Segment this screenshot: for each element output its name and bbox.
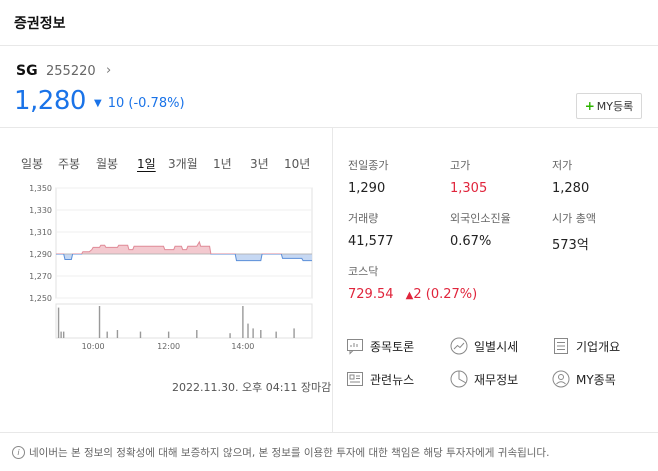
up-triangle-icon: ▲ [405, 290, 414, 301]
link-label: 기업개요 [576, 339, 621, 354]
link-company-overview[interactable]: 기업개요 [552, 335, 620, 357]
tab-weekly-candle[interactable]: 주봉 [58, 157, 81, 171]
stat-value: 573억 [552, 238, 589, 253]
chart-area-down [56, 254, 312, 261]
y-tick-label: 1,270 [29, 272, 52, 281]
disclaimer: i 네이버는 본 정보의 정확성에 대해 보증하지 않으며, 본 정보를 이용한… [12, 445, 549, 460]
stat-value: 0.67% [450, 234, 492, 249]
link-related-news[interactable]: 관련뉴스 [346, 368, 414, 390]
y-tick-label: 1,290 [29, 250, 52, 259]
disclaimer-text: 네이버는 본 정보의 정확성에 대해 보증하지 않으며, 본 정보를 이용한 투… [29, 447, 550, 459]
news-icon [347, 372, 363, 386]
current-price: 1,280 [14, 86, 86, 116]
stat-value: 41,577 [348, 234, 394, 249]
stat-foreign-ratio: 외국인소진율 0.67% [450, 210, 511, 249]
link-label: MY종목 [576, 372, 616, 387]
tab-3month[interactable]: 3개월 [168, 157, 198, 171]
chart-series-line [56, 254, 312, 262]
stat-value: 729.54 ▲2 (0.27%) [348, 287, 477, 302]
my-register-label: MY등록 [596, 100, 634, 113]
stat-value: 1,280 [552, 181, 590, 196]
trend-icon [450, 337, 468, 355]
stat-value: 1,305 [450, 181, 488, 196]
page-title: 증권정보 [14, 16, 66, 32]
tab-10year[interactable]: 10년 [284, 157, 311, 171]
link-discussion[interactable]: 종목토론 [346, 335, 414, 357]
link-daily-price[interactable]: 일별시세 [450, 335, 518, 357]
divider [0, 432, 658, 433]
stat-low: 저가 1,280 [552, 157, 589, 196]
volume-frame [55, 303, 313, 339]
chart-series-line [56, 240, 282, 254]
link-label: 종목토론 [370, 339, 415, 354]
y-tick-label: 1,310 [29, 228, 52, 237]
link-label: 일별시세 [474, 339, 519, 354]
link-my-stocks[interactable]: MY종목 [552, 368, 616, 390]
price-change-value: 10 (-0.78%) [107, 96, 185, 111]
stock-name[interactable]: SG [16, 63, 38, 79]
y-tick-label: 1,350 [29, 184, 52, 193]
stat-label: 코스닥 [348, 265, 379, 278]
chart-frame [55, 187, 313, 299]
stat-label: 전일종가 [348, 159, 389, 172]
stat-market-cap: 시가 총액 573억 [552, 210, 596, 253]
link-label: 관련뉴스 [370, 372, 415, 387]
stat-kosdaq: 코스닥 729.54 ▲2 (0.27%) [348, 263, 477, 302]
kosdaq-change: 2 (0.27%) [413, 287, 478, 302]
plus-icon: + [584, 99, 595, 113]
stat-label: 고가 [450, 159, 471, 172]
kosdaq-index: 729.54 [348, 287, 394, 302]
timestamp: 2022.11.30. 오후 04:11 장마감 [172, 381, 332, 394]
y-tick-label: 1,330 [29, 206, 52, 215]
stat-high: 고가 1,305 [450, 157, 487, 196]
divider [0, 127, 658, 128]
x-tick-label: 14:00 [231, 342, 254, 351]
tab-1day[interactable]: 1일 [137, 157, 156, 171]
price-change: ▼ 10 (-0.78%) [94, 96, 185, 111]
link-label: 재무정보 [474, 372, 519, 387]
stat-label: 시가 총액 [552, 212, 596, 225]
stat-label: 외국인소진율 [450, 212, 511, 225]
x-tick-label: 12:00 [157, 342, 180, 351]
tab-daily-candle[interactable]: 일봉 [21, 157, 44, 171]
chat-icon [347, 339, 363, 355]
stat-prev-close: 전일종가 1,290 [348, 157, 388, 196]
down-triangle-icon: ▼ [94, 98, 102, 109]
person-icon [552, 370, 570, 388]
stat-value: 1,290 [348, 181, 386, 196]
stat-label: 거래량 [348, 212, 379, 225]
x-tick-label: 10:00 [82, 342, 105, 351]
pie-icon [450, 370, 468, 388]
list-icon [554, 338, 568, 354]
stock-code[interactable]: 255220 [46, 64, 96, 79]
info-icon: i [12, 446, 25, 459]
chevron-right-icon[interactable]: › [106, 63, 112, 78]
divider [332, 128, 333, 432]
tab-1year[interactable]: 1년 [213, 157, 232, 171]
y-tick-label: 1,250 [29, 294, 52, 303]
tab-monthly-candle[interactable]: 월봉 [96, 157, 119, 171]
price-chart[interactable]: 1,350 1,330 1,310 1,290 1,270 1,250 10:00 12:00… [14, 180, 314, 352]
stat-volume: 거래량 41,577 [348, 210, 394, 249]
period-tabs: 일봉 주봉 월봉 1일 3개월 1년 3년 10년 [14, 155, 314, 173]
chart-area-up [56, 241, 312, 254]
link-financial-info[interactable]: 재무정보 [450, 368, 518, 390]
tab-3year[interactable]: 3년 [250, 157, 269, 171]
stat-label: 저가 [552, 159, 573, 172]
my-register-button[interactable]: + MY등록 [576, 93, 642, 119]
header: 증권정보 [0, 0, 658, 46]
